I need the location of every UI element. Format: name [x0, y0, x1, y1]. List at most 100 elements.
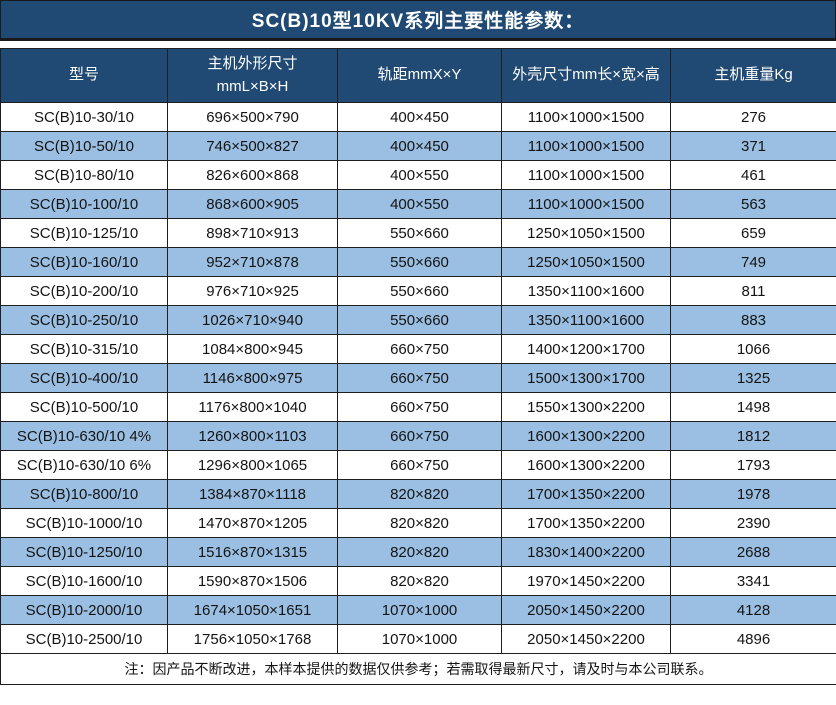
table-row: SC(B)10-200/10 976×710×925 550×660 1350×… [0, 276, 836, 306]
weight-cell: 461 [670, 160, 836, 190]
model-cell: SC(B)10-1250/10 [0, 537, 168, 567]
table-row: SC(B)10-1000/10 1470×870×1205 820×820 17… [0, 508, 836, 538]
weight-cell: 276 [670, 102, 836, 132]
dimensions-cell: 1296×800×1065 [167, 450, 338, 480]
gauge-cell: 1070×1000 [337, 624, 502, 654]
table-row: SC(B)10-1600/10 1590×870×1506 820×820 19… [0, 566, 836, 596]
table-row: SC(B)10-80/10 826×600×868 400×550 1100×1… [0, 160, 836, 190]
shell-size-cell: 1700×1350×2200 [501, 479, 671, 509]
table-footer: 注：因产品不断改进，本样本提供的数据仅供参考；若需取得最新尺寸，请及时与本公司联… [0, 653, 836, 685]
weight-cell: 2688 [670, 537, 836, 567]
shell-size-cell: 1700×1350×2200 [501, 508, 671, 538]
footnote-row: 注：因产品不断改进，本样本提供的数据仅供参考；若需取得最新尺寸，请及时与本公司联… [0, 653, 836, 685]
shell-size-cell: 1830×1400×2200 [501, 537, 671, 567]
model-cell: SC(B)10-2500/10 [0, 624, 168, 654]
model-cell: SC(B)10-125/10 [0, 218, 168, 248]
footnote: 注：因产品不断改进，本样本提供的数据仅供参考；若需取得最新尺寸，请及时与本公司联… [0, 653, 836, 685]
dimensions-cell: 976×710×925 [167, 276, 338, 306]
dimensions-cell: 1176×800×1040 [167, 392, 338, 422]
model-cell: SC(B)10-200/10 [0, 276, 168, 306]
table-row: SC(B)10-315/10 1084×800×945 660×750 1400… [0, 334, 836, 364]
page-title: SC(B)10型10KV系列主要性能参数： [251, 11, 585, 32]
table-row: SC(B)10-30/10 696×500×790 400×450 1100×1… [0, 102, 836, 132]
weight-cell: 1066 [670, 334, 836, 364]
shell-size-cell: 1100×1000×1500 [501, 160, 671, 190]
model-cell: SC(B)10-1600/10 [0, 566, 168, 596]
model-cell: SC(B)10-100/10 [0, 189, 168, 219]
shell-size-cell: 1970×1450×2200 [501, 566, 671, 596]
model-cell: SC(B)10-2000/10 [0, 595, 168, 625]
table-row: SC(B)10-630/10 4% 1260×800×1103 660×750 … [0, 421, 836, 451]
gauge-cell: 550×660 [337, 276, 502, 306]
shell-size-cell: 2050×1450×2200 [501, 595, 671, 625]
dimensions-cell: 1026×710×940 [167, 305, 338, 335]
table-body: SC(B)10-30/10 696×500×790 400×450 1100×1… [0, 102, 836, 654]
table-row: SC(B)10-100/10 868×600×905 400×550 1100×… [0, 189, 836, 219]
dimensions-cell: 1260×800×1103 [167, 421, 338, 451]
gauge-cell: 400×550 [337, 160, 502, 190]
model-cell: SC(B)10-315/10 [0, 334, 168, 364]
column-header-dimensions: 主机外形尺寸 mmL×B×H [167, 48, 338, 103]
table-row: SC(B)10-400/10 1146×800×975 660×750 1500… [0, 363, 836, 393]
table-row: SC(B)10-500/10 1176×800×1040 660×750 155… [0, 392, 836, 422]
gauge-cell: 660×750 [337, 450, 502, 480]
table-row: SC(B)10-2500/10 1756×1050×1768 1070×1000… [0, 624, 836, 654]
weight-cell: 1498 [670, 392, 836, 422]
dimensions-cell: 1674×1050×1651 [167, 595, 338, 625]
shell-size-cell: 1100×1000×1500 [501, 131, 671, 161]
model-cell: SC(B)10-800/10 [0, 479, 168, 509]
shell-size-cell: 1600×1300×2200 [501, 450, 671, 480]
shell-size-cell: 1250×1050×1500 [501, 218, 671, 248]
weight-cell: 2390 [670, 508, 836, 538]
shell-size-cell: 1350×1100×1600 [501, 276, 671, 306]
shell-size-cell: 1400×1200×1700 [501, 334, 671, 364]
gauge-cell: 660×750 [337, 363, 502, 393]
gauge-cell: 400×450 [337, 102, 502, 132]
shell-size-cell: 1550×1300×2200 [501, 392, 671, 422]
table-row: SC(B)10-125/10 898×710×913 550×660 1250×… [0, 218, 836, 248]
gauge-cell: 550×660 [337, 305, 502, 335]
column-header-gauge: 轨距mmX×Y [337, 48, 502, 103]
weight-cell: 4896 [670, 624, 836, 654]
gauge-cell: 400×450 [337, 131, 502, 161]
gauge-cell: 820×820 [337, 508, 502, 538]
weight-cell: 883 [670, 305, 836, 335]
dimensions-cell: 898×710×913 [167, 218, 338, 248]
table-header-row: 型号 主机外形尺寸 mmL×B×H 轨距mmX×Y 外壳尺寸mm长×宽×高 主机… [0, 48, 836, 103]
dimensions-cell: 952×710×878 [167, 247, 338, 277]
model-cell: SC(B)10-160/10 [0, 247, 168, 277]
dimensions-cell: 1470×870×1205 [167, 508, 338, 538]
weight-cell: 4128 [670, 595, 836, 625]
model-cell: SC(B)10-630/10 6% [0, 450, 168, 480]
shell-size-cell: 1100×1000×1500 [501, 189, 671, 219]
model-cell: SC(B)10-1000/10 [0, 508, 168, 538]
dimensions-cell: 746×500×827 [167, 131, 338, 161]
gauge-cell: 550×660 [337, 218, 502, 248]
gauge-cell: 660×750 [337, 392, 502, 422]
model-cell: SC(B)10-30/10 [0, 102, 168, 132]
model-cell: SC(B)10-50/10 [0, 131, 168, 161]
column-header-weight: 主机重量Kg [670, 48, 836, 103]
weight-cell: 1812 [670, 421, 836, 451]
gauge-cell: 660×750 [337, 421, 502, 451]
gauge-cell: 400×550 [337, 189, 502, 219]
table-row: SC(B)10-250/10 1026×710×940 550×660 1350… [0, 305, 836, 335]
gauge-cell: 550×660 [337, 247, 502, 277]
weight-cell: 371 [670, 131, 836, 161]
table-row: SC(B)10-160/10 952×710×878 550×660 1250×… [0, 247, 836, 277]
dimensions-cell: 1384×870×1118 [167, 479, 338, 509]
weight-cell: 3341 [670, 566, 836, 596]
spec-table: 型号 主机外形尺寸 mmL×B×H 轨距mmX×Y 外壳尺寸mm长×宽×高 主机… [0, 48, 836, 685]
table-row: SC(B)10-630/10 6% 1296×800×1065 660×750 … [0, 450, 836, 480]
dimensions-cell: 1146×800×975 [167, 363, 338, 393]
column-header-shell-size: 外壳尺寸mm长×宽×高 [501, 48, 671, 103]
weight-cell: 1793 [670, 450, 836, 480]
table-row: SC(B)10-50/10 746×500×827 400×450 1100×1… [0, 131, 836, 161]
dimensions-cell: 1590×870×1506 [167, 566, 338, 596]
gauge-cell: 1070×1000 [337, 595, 502, 625]
table-title-bar: SC(B)10型10KV系列主要性能参数： [0, 0, 836, 41]
column-header-model: 型号 [0, 48, 168, 103]
gauge-cell: 820×820 [337, 537, 502, 567]
table-row: SC(B)10-2000/10 1674×1050×1651 1070×1000… [0, 595, 836, 625]
